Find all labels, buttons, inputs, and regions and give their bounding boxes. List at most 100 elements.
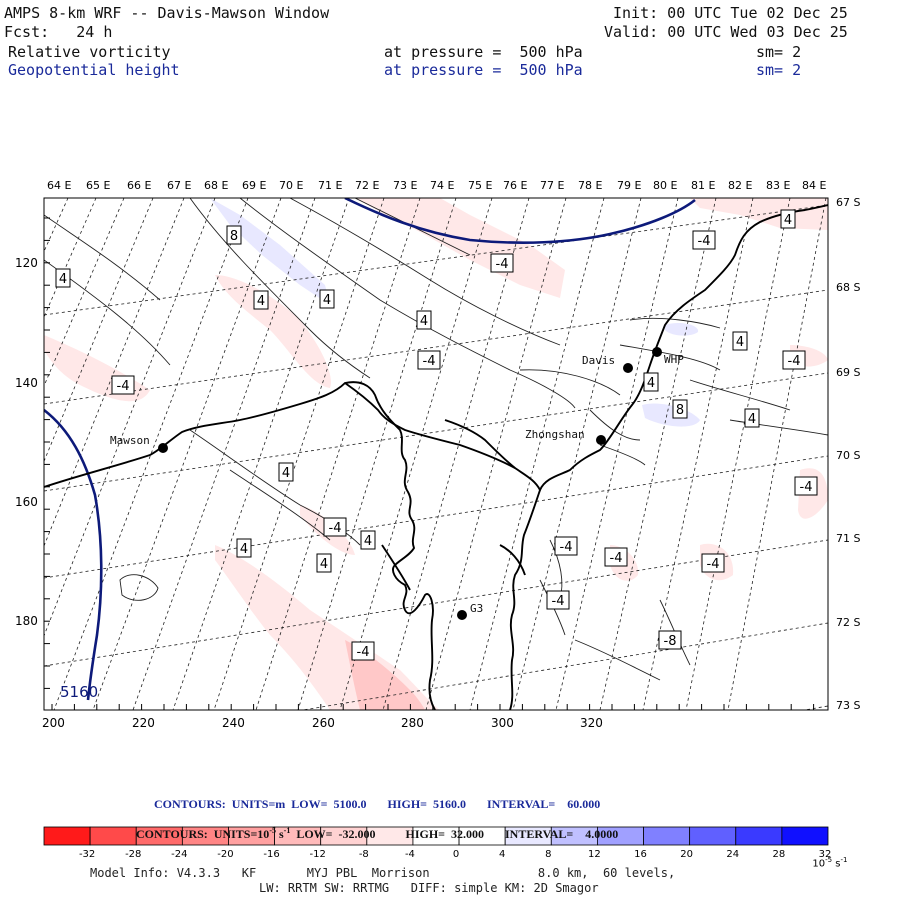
vorticity-label: -4 bbox=[496, 257, 509, 272]
meridian-line bbox=[44, 198, 185, 548]
vorticity-label-box bbox=[319, 289, 335, 309]
height-contour-info: CONTOURS: UNITS=m LOW= 5100.0 HIGH= 5160… bbox=[154, 797, 601, 811]
vort-range: LOW= -32.000 HIGH= 32.000 INTERVAL= 4.00… bbox=[290, 827, 619, 841]
y-tick-label: 120 bbox=[15, 256, 38, 270]
vorticity-contour-labels: 8 -4 4 4 4 4 -4 4 -4 -4 4 4 -4 8 4 4 -4 -4 4 4 4 -4 -4 -4 -4 -8 -4 bbox=[55, 209, 818, 661]
longitude-label: 76 E bbox=[503, 179, 527, 192]
vorticity-label-box bbox=[351, 641, 375, 661]
longitude-label: 77 E bbox=[540, 179, 564, 192]
longitude-label: 75 E bbox=[468, 179, 492, 192]
vorticity-label: -4 bbox=[357, 645, 370, 660]
vorticity-label-box bbox=[780, 209, 796, 229]
vorticity-label: -4 bbox=[423, 354, 436, 369]
longitude-label: 67 E bbox=[167, 179, 191, 192]
meridian-line bbox=[425, 198, 567, 710]
vorticity-label-box bbox=[546, 590, 570, 610]
station-davis-marker bbox=[623, 363, 633, 373]
meridian-line bbox=[382, 198, 530, 710]
vorticity-label: -4 bbox=[707, 557, 720, 572]
station-whp-marker bbox=[652, 347, 662, 357]
x-tick-label: 200 bbox=[42, 716, 65, 730]
y-tick-label: 180 bbox=[15, 614, 38, 628]
graticule bbox=[44, 198, 828, 710]
colorbar-segment bbox=[689, 826, 737, 846]
longitude-label: 81 E bbox=[691, 179, 715, 192]
colorbar-label: -24 bbox=[171, 849, 187, 860]
longitude-label: 80 E bbox=[653, 179, 677, 192]
colorbar-labels: -32 -28 -24 -20 -16 -12 -8 -4 0 4 8 12 16 20 24 28 32 bbox=[79, 849, 831, 860]
latitude-label: 73 S bbox=[836, 699, 860, 712]
x-tick-label: 240 bbox=[222, 716, 245, 730]
parallel-line bbox=[44, 289, 828, 405]
y-tick-label: 160 bbox=[15, 495, 38, 509]
vorticity-label-box bbox=[701, 553, 725, 573]
colorbar-unit-s-exp: -1 bbox=[840, 856, 848, 864]
meridian-line bbox=[469, 198, 605, 710]
x-tick-label: 280 bbox=[401, 716, 424, 730]
vorticity-label-box bbox=[672, 399, 688, 419]
meridian-line bbox=[53, 198, 249, 710]
latitude-label: 68 S bbox=[836, 281, 860, 294]
parallel-line bbox=[44, 539, 828, 667]
meridian-line bbox=[44, 198, 125, 387]
neg-vort-region bbox=[215, 275, 331, 388]
vorticity-label: 4 bbox=[420, 314, 428, 329]
vorticity-label-box bbox=[316, 553, 332, 573]
station-label-g3: G3 bbox=[470, 602, 483, 615]
x-tick-labels: 200 220 240 260 280 300 320 bbox=[42, 716, 603, 730]
colorbar bbox=[43, 826, 829, 846]
longitude-label: 70 E bbox=[279, 179, 303, 192]
vorticity-label-box bbox=[732, 331, 748, 351]
meridian-line bbox=[727, 198, 827, 710]
init-time: Init: 00 UTC Tue 02 Dec 25 bbox=[613, 4, 848, 22]
station-label-mawson: Mawson bbox=[110, 434, 150, 447]
meridian-line bbox=[555, 198, 679, 710]
station-markers bbox=[158, 347, 662, 620]
vort-units-s-exp: -1 bbox=[283, 826, 291, 835]
meridian-line bbox=[297, 198, 457, 710]
vorticity-label: -4 bbox=[788, 354, 801, 369]
latitude-label: 71 S bbox=[836, 532, 860, 545]
colorbar-label: 8 bbox=[545, 849, 551, 860]
station-label-whp: WHP bbox=[664, 353, 684, 366]
x-tick-label: 300 bbox=[491, 716, 514, 730]
vorticity-label-box bbox=[323, 517, 347, 537]
longitude-label: 66 E bbox=[127, 179, 151, 192]
colorbar-label: 28 bbox=[773, 849, 786, 860]
station-g3-marker bbox=[457, 610, 467, 620]
vorticity-label: -4 bbox=[610, 551, 623, 566]
longitude-label: 82 E bbox=[728, 179, 752, 192]
model-info-line1: Model Info: V4.3.3 KF MYJ PBL Morrison 8… bbox=[90, 866, 676, 880]
latitude-label: 70 S bbox=[836, 449, 860, 462]
vort-units-exp: -5 bbox=[269, 826, 276, 835]
pos-vort-region bbox=[642, 403, 700, 427]
vorticity-label-box bbox=[360, 530, 376, 550]
vorticity-label: -4 bbox=[117, 379, 130, 394]
longitude-label: 84 E bbox=[802, 179, 826, 192]
forecast-hour: Fcst: 24 h bbox=[4, 23, 113, 41]
vorticity-label-box bbox=[604, 547, 628, 567]
meridian-line bbox=[172, 198, 350, 710]
longitude-label: 65 E bbox=[86, 179, 110, 192]
plot-frame bbox=[43, 197, 829, 711]
vort-units: CONTOURS: UNITS=10 bbox=[136, 827, 270, 841]
vorticity-label-box bbox=[794, 476, 818, 496]
vorticity-label: 4 bbox=[257, 294, 265, 309]
longitude-label: 64 E bbox=[47, 179, 71, 192]
longitude-labels: 64 E 65 E 66 E 67 E 68 E 69 E 70 E 71 E 72 E 73 E… bbox=[47, 179, 826, 192]
axis-ticks bbox=[44, 217, 815, 710]
height-contour-label: 5160 bbox=[60, 683, 98, 701]
longitude-label: 83 E bbox=[766, 179, 790, 192]
x-tick-label: 220 bbox=[132, 716, 155, 730]
colorbar-unit: 10-5 s-1 bbox=[806, 845, 847, 869]
colorbar-segment bbox=[643, 826, 691, 846]
vorticity-label: 4 bbox=[323, 293, 331, 308]
y-tick-label: 140 bbox=[15, 376, 38, 390]
vorticity-label: 4 bbox=[736, 335, 744, 350]
y-tick-labels: 120 140 160 180 bbox=[15, 256, 38, 628]
valid-time: Valid: 00 UTC Wed 03 Dec 25 bbox=[604, 23, 848, 41]
field1-smooth: sm= 2 bbox=[756, 43, 802, 61]
vorticity-label: -4 bbox=[800, 480, 813, 495]
field1-pressure: at pressure = 500 hPa bbox=[384, 43, 583, 61]
